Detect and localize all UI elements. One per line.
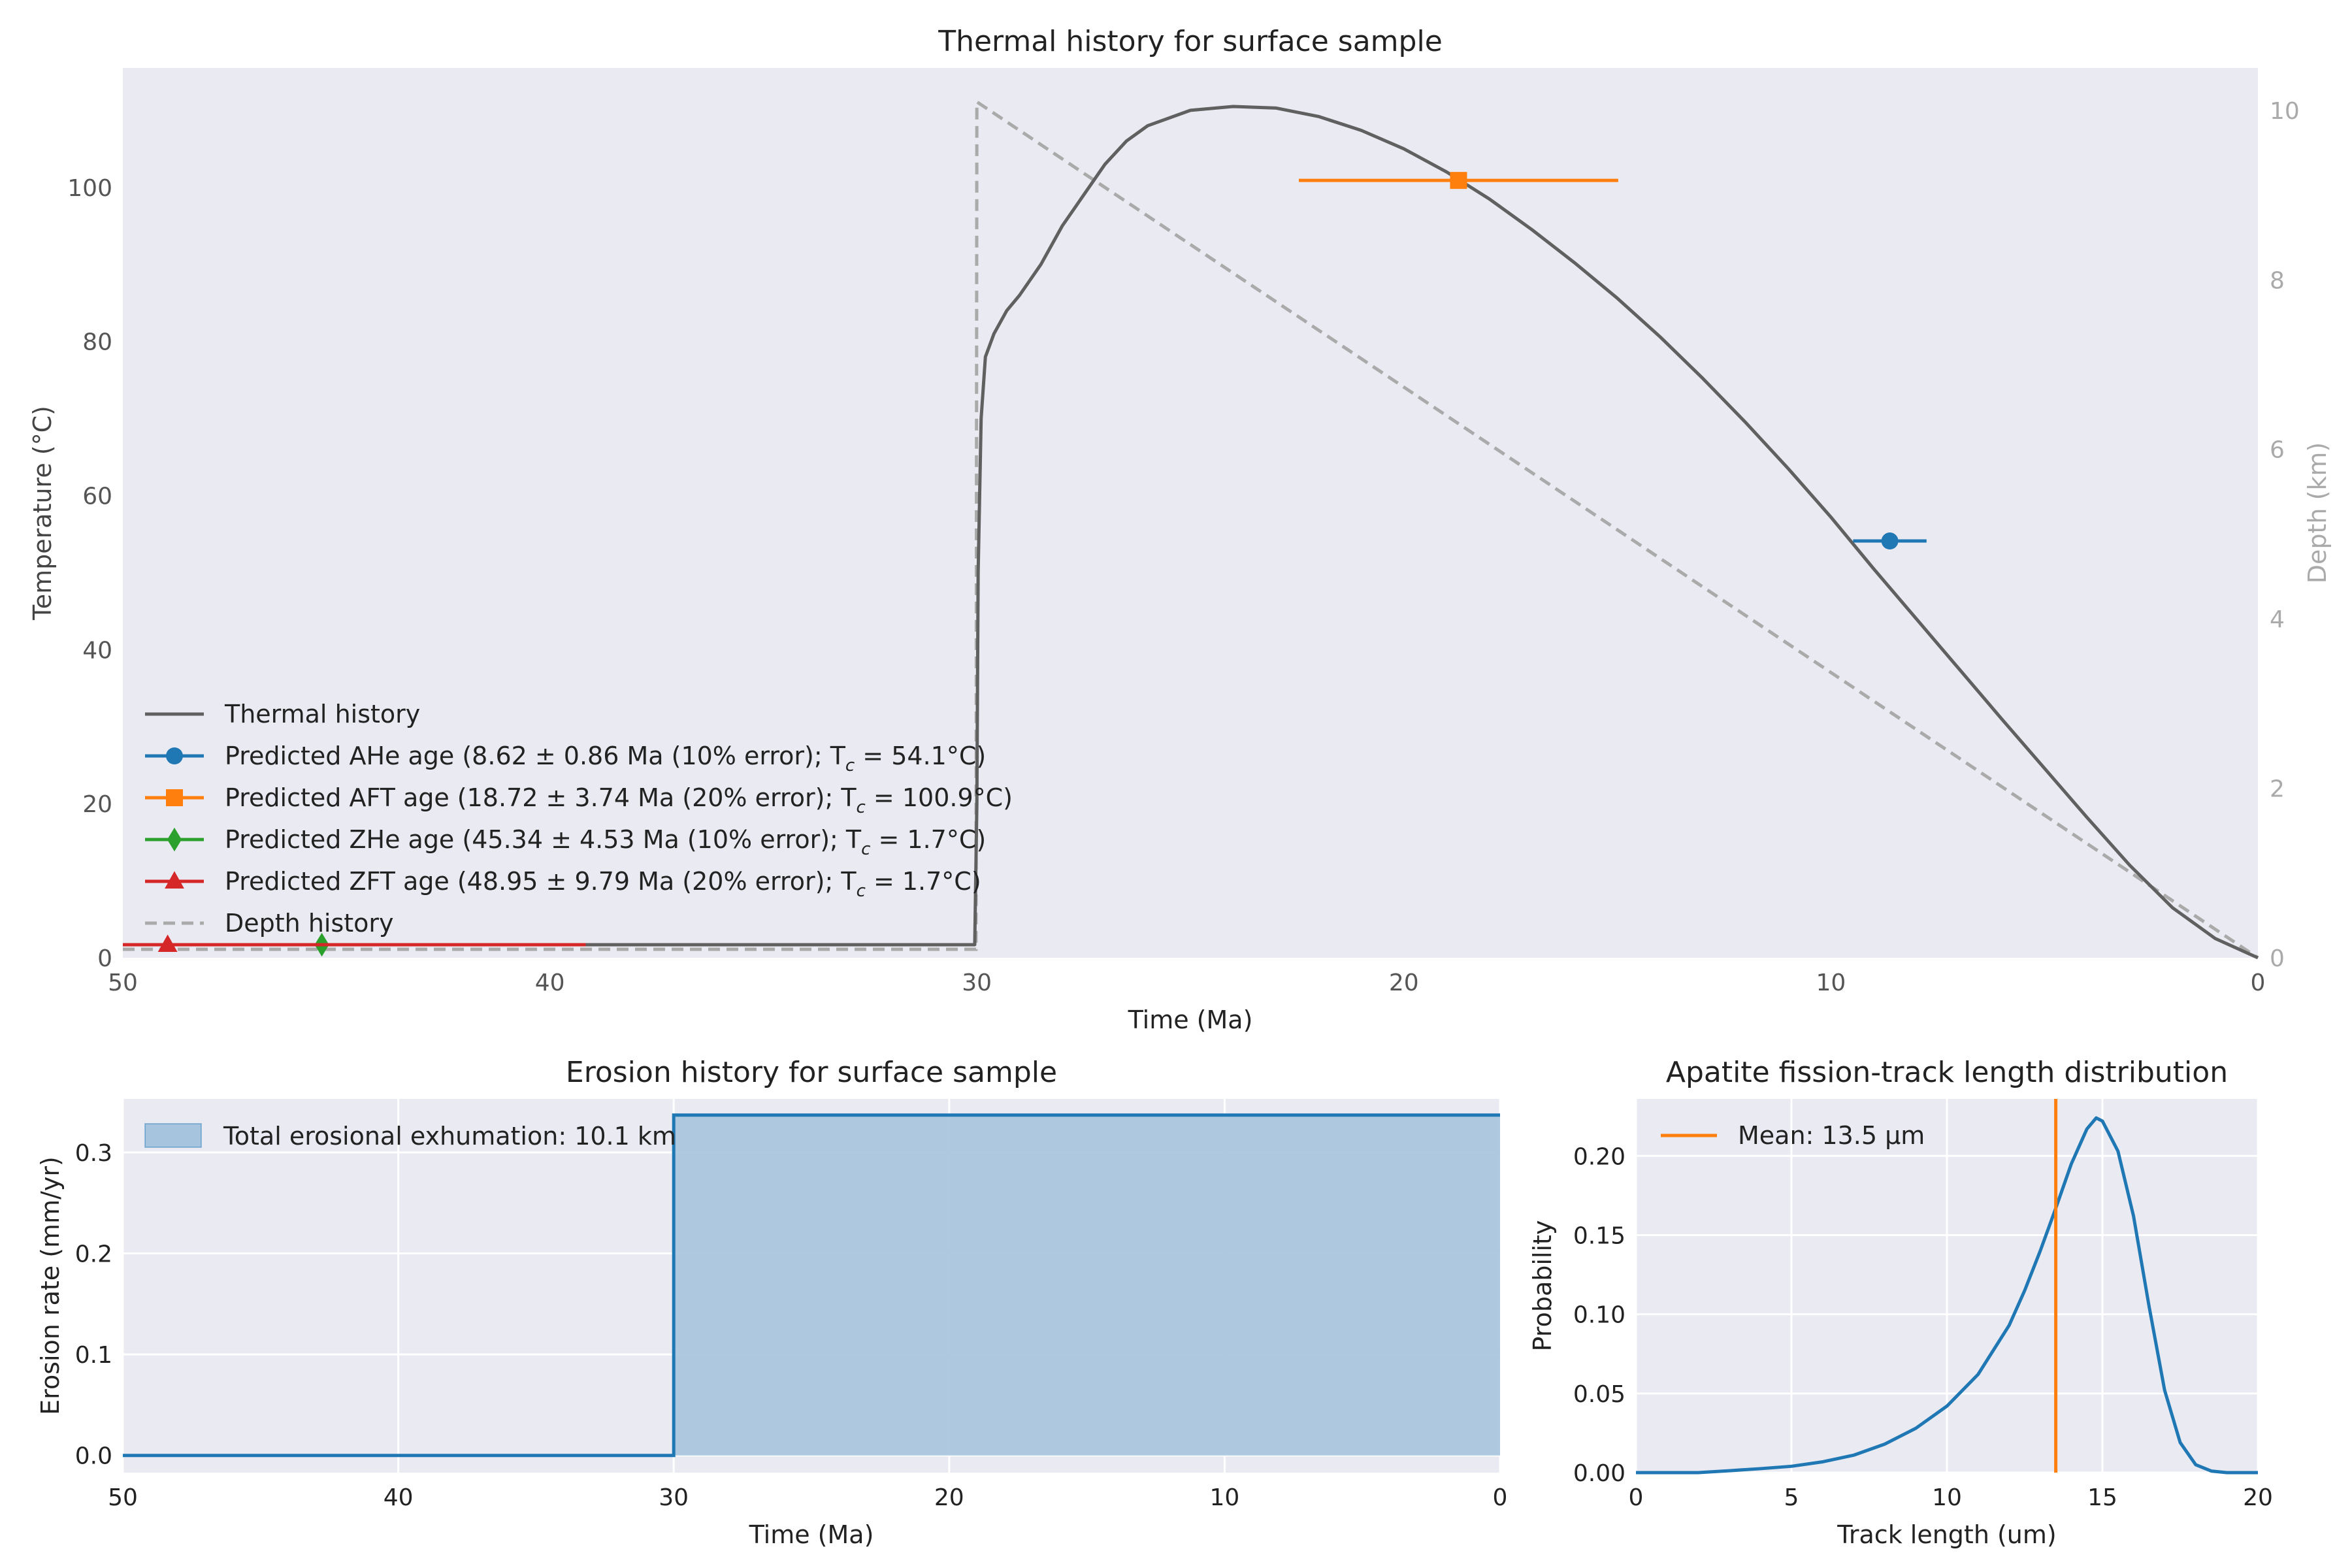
legend-age-swatch-marker <box>166 747 183 764</box>
thermal-xtick-label: 50 <box>108 970 138 996</box>
thermal-y2tick-label: 4 <box>2270 606 2285 633</box>
legend-age-swatch-marker <box>167 827 182 852</box>
thermal-ytick-label: 100 <box>67 175 112 202</box>
aft-length-ytick-label: 0.05 <box>1573 1381 1625 1408</box>
legend-age-label-sub: c <box>857 798 866 817</box>
erosion-ylabel: Erosion rate (mm/yr) <box>36 1156 65 1415</box>
aft-length-ytick-label: 0.10 <box>1573 1302 1625 1329</box>
legend-age-label-tail: = 1.7°C) <box>870 825 986 854</box>
thermal-y2tick-label: 0 <box>2270 945 2285 972</box>
legend-age-label-tail: = 100.9°C) <box>866 783 1013 812</box>
legend-age-label: Predicted AFT age (18.72 ± 3.74 Ma (20% … <box>225 783 1013 817</box>
legend-age-label-sub: c <box>845 756 855 776</box>
legend-age-label-sub: c <box>857 881 866 901</box>
thermal-ytick-label: 0 <box>97 945 112 972</box>
legend-age-label-main: Predicted AFT age (18.72 ± 3.74 Ma (20% … <box>225 783 857 812</box>
aft-length-xtick-label: 20 <box>2243 1484 2273 1511</box>
legend-age-label: Predicted ZFT age (48.95 ± 9.79 Ma (20% … <box>225 867 981 901</box>
thermal-history-line <box>123 105 2259 960</box>
aft-length-ytick-label: 0.20 <box>1573 1143 1625 1170</box>
thermal-ylabel: Temperature (°C) <box>28 406 57 621</box>
aft-length-curve <box>1636 1116 2258 1475</box>
erosion-xtick-label: 20 <box>934 1484 964 1511</box>
erosion-ytick-label: 0.3 <box>75 1140 112 1167</box>
thermal-xtick-label: 10 <box>1816 970 1846 996</box>
erosion-title: Erosion history for surface sample <box>566 1056 1057 1089</box>
thermal-xtick-label: 0 <box>2251 970 2266 996</box>
thermal-xtick-label: 40 <box>535 970 565 996</box>
erosion-ytick-label: 0.1 <box>75 1342 112 1369</box>
thermal-y2tick-label: 10 <box>2270 98 2300 125</box>
depth-history-line <box>123 99 2259 960</box>
erosion-xtick-label: 30 <box>659 1484 689 1511</box>
erosion-xtick-label: 10 <box>1209 1484 1239 1511</box>
legend-age-swatch-marker <box>166 789 183 806</box>
erosion-xtick-label: 50 <box>108 1484 138 1511</box>
thermal-ytick-label: 40 <box>82 637 112 664</box>
thermal-plot-area <box>123 68 2258 958</box>
thermal-y2tick-label: 6 <box>2270 437 2285 464</box>
erosion-rate-line <box>123 1113 1500 1458</box>
legend-label: Thermal history <box>224 700 420 728</box>
ahe-age-marker <box>1881 532 1899 550</box>
erosion-xtick-label: 0 <box>1493 1484 1508 1511</box>
legend-label: Depth history <box>225 909 394 938</box>
thermal-ytick-label: 20 <box>82 791 112 818</box>
legend-age-label-sub: c <box>861 840 870 859</box>
aft-mean-legend-label: Mean: 13.5 μm <box>1738 1121 1925 1150</box>
legend-age-label-tail: = 1.7°C) <box>866 867 981 896</box>
thermal-ytick-label: 60 <box>82 483 112 510</box>
legend-age-label-main: Predicted AHe age (8.62 ± 0.86 Ma (10% e… <box>225 742 846 770</box>
aft-length-ytick-label: 0.00 <box>1573 1460 1625 1487</box>
zft-age-marker <box>157 934 178 953</box>
erosion-area-fill <box>123 1115 1500 1456</box>
legend-age-label-main: Predicted ZFT age (48.95 ± 9.79 Ma (20% … <box>225 867 857 896</box>
aft-length-xtick-label: 0 <box>1629 1484 1644 1511</box>
aft-length-xtick-label: 10 <box>1932 1484 1962 1511</box>
erosion-legend-swatch <box>144 1123 202 1148</box>
erosion-ytick-label: 0.0 <box>75 1443 112 1470</box>
legend-age-label: Predicted ZHe age (45.34 ± 4.53 Ma (10% … <box>225 825 986 859</box>
thermal-y2label: Depth (km) <box>2303 442 2332 584</box>
erosion-ytick-label: 0.2 <box>75 1241 112 1268</box>
aft-length-title: Apatite fission-track length distributio… <box>1666 1056 2228 1089</box>
erosion-xlabel: Time (Ma) <box>749 1520 874 1549</box>
aft-length-ylabel: Probability <box>1528 1220 1557 1352</box>
thermal-title: Thermal history for surface sample <box>938 25 1443 58</box>
erosion-xtick-label: 40 <box>384 1484 414 1511</box>
thermal-ytick-label: 80 <box>82 329 112 356</box>
thermal-y2tick-label: 8 <box>2270 267 2285 294</box>
thermal-xtick-label: 20 <box>1389 970 1419 996</box>
legend-age-swatch-marker <box>165 871 184 889</box>
legend-age-label-tail: = 54.1°C) <box>855 742 986 770</box>
legend-age-label: Predicted AHe age (8.62 ± 0.86 Ma (10% e… <box>225 742 986 776</box>
aft-age-marker <box>1450 172 1467 189</box>
aft-length-xtick-label: 5 <box>1784 1484 1799 1511</box>
aft-length-xlabel: Track length (um) <box>1837 1520 2056 1549</box>
thermal-xtick-label: 30 <box>962 970 992 996</box>
thermal-y2tick-label: 2 <box>2270 776 2285 803</box>
legend-age-label-main: Predicted ZHe age (45.34 ± 4.53 Ma (10% … <box>225 825 862 854</box>
erosion-legend-label: Total erosional exhumation: 10.1 km <box>223 1122 676 1151</box>
thermal-xlabel: Time (Ma) <box>1128 1005 1253 1034</box>
aft-length-xtick-label: 15 <box>2087 1484 2117 1511</box>
aft-length-ytick-label: 0.15 <box>1573 1222 1625 1249</box>
